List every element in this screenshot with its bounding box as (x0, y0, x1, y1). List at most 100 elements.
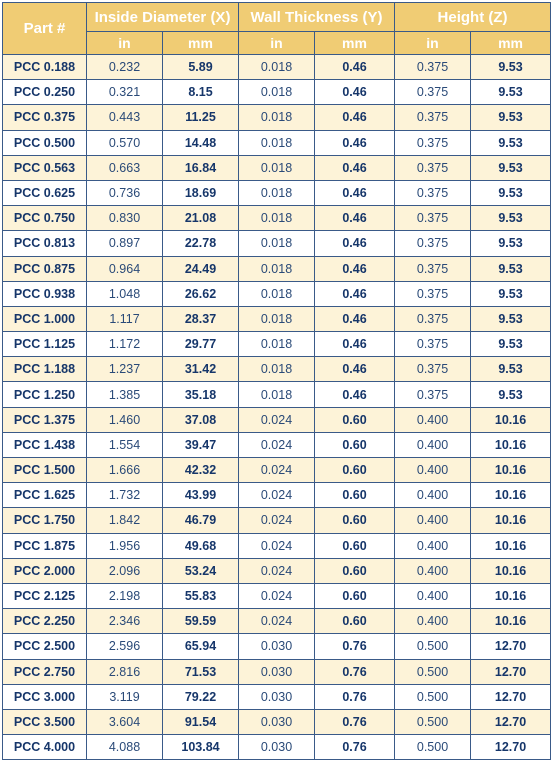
id-mm-cell: 14.48 (162, 129, 239, 156)
height-in-cell: 0.375 (394, 154, 472, 181)
header-unit-row: in mm in mm in mm (3, 31, 552, 55)
height-mm-cell: 9.53 (470, 53, 552, 81)
table-row: PCC 1.750 1.842 46.79 0.024 0.60 0.400 10.16 (2, 507, 552, 534)
height-in-cell: 0.500 (394, 734, 472, 761)
wall-in-cell: 0.018 (238, 331, 315, 358)
height-in-cell: 0.375 (394, 356, 472, 383)
table-row: PCC 4.000 4.088 103.84 0.030 0.76 0.500 12.70 (2, 734, 552, 761)
height-in-cell: 0.375 (394, 53, 472, 81)
height-in-cell: 0.500 (394, 633, 472, 660)
wall-in-cell: 0.024 (238, 582, 315, 610)
id-mm-cell: 21.08 (162, 205, 239, 232)
id-mm-cell: 71.53 (162, 658, 239, 685)
wall-mm-cell: 0.46 (313, 280, 396, 307)
wall-mm-cell: 0.60 (313, 406, 396, 433)
height-in-cell: 0.400 (394, 582, 472, 610)
id-mm-cell: 49.68 (162, 532, 239, 559)
height-mm-cell: 10.16 (470, 482, 552, 509)
id-in-cell: 1.117 (86, 305, 163, 333)
table-body: PCC 0.188 0.232 5.89 0.018 0.46 0.375 9.53 PCC … (2, 53, 552, 761)
wall-in-cell: 0.030 (238, 683, 315, 710)
height-mm-cell: 9.53 (470, 129, 552, 156)
id-mm-cell: 28.37 (162, 305, 239, 333)
wall-in-cell: 0.018 (238, 129, 315, 156)
part-number-cell: PCC 0.375 (2, 104, 87, 131)
id-mm-cell: 24.49 (162, 255, 239, 282)
table-row: PCC 1.250 1.385 35.18 0.018 0.46 0.375 9.53 (2, 381, 552, 408)
wall-mm-cell: 0.60 (313, 507, 396, 534)
wall-mm-cell: 0.76 (313, 683, 396, 710)
id-mm-cell: 37.08 (162, 406, 239, 433)
height-mm-cell: 9.53 (470, 305, 552, 333)
wall-mm-cell: 0.46 (313, 230, 396, 257)
unit-header-id-mm: mm (162, 31, 239, 55)
id-in-cell: 4.088 (86, 734, 163, 761)
part-number-cell: PCC 1.250 (2, 381, 87, 408)
wall-in-cell: 0.018 (238, 280, 315, 307)
height-mm-cell: 10.16 (470, 431, 552, 459)
height-mm-cell: 12.70 (470, 734, 552, 761)
part-number-cell: PCC 1.625 (2, 482, 87, 509)
wall-mm-cell: 0.60 (313, 456, 396, 484)
id-in-cell: 2.096 (86, 557, 163, 584)
wall-mm-cell: 0.46 (313, 154, 396, 181)
table-row: PCC 2.125 2.198 55.83 0.024 0.60 0.400 10.16 (2, 582, 552, 610)
part-number-cell: PCC 2.750 (2, 658, 87, 685)
wall-in-cell: 0.024 (238, 406, 315, 433)
part-number-cell: PCC 1.188 (2, 356, 87, 383)
id-in-cell: 3.604 (86, 708, 163, 736)
height-mm-cell: 9.53 (470, 154, 552, 181)
height-in-cell: 0.500 (394, 658, 472, 685)
id-mm-cell: 26.62 (162, 280, 239, 307)
part-number-cell: PCC 0.750 (2, 205, 87, 232)
wall-mm-cell: 0.46 (313, 129, 396, 156)
table-row: PCC 0.188 0.232 5.89 0.018 0.46 0.375 9.53 (2, 53, 552, 81)
table-row: PCC 2.750 2.816 71.53 0.030 0.76 0.500 12.70 (2, 658, 552, 685)
wall-mm-cell: 0.60 (313, 557, 396, 584)
id-in-cell: 2.198 (86, 582, 163, 610)
height-in-cell: 0.400 (394, 406, 472, 433)
id-in-cell: 1.732 (86, 482, 163, 509)
part-number-cell: PCC 4.000 (2, 734, 87, 761)
table-row: PCC 3.000 3.119 79.22 0.030 0.76 0.500 12.70 (2, 683, 552, 710)
height-in-cell: 0.375 (394, 104, 472, 131)
wall-in-cell: 0.018 (238, 230, 315, 257)
table-row: PCC 2.250 2.346 59.59 0.024 0.60 0.400 10.16 (2, 608, 552, 635)
id-in-cell: 2.816 (86, 658, 163, 685)
wall-mm-cell: 0.46 (313, 255, 396, 282)
height-mm-cell: 10.16 (470, 557, 552, 584)
wall-thickness-header: Wall Thickness (Y) (237, 2, 396, 32)
height-mm-cell: 9.53 (470, 230, 552, 257)
table-row: PCC 1.125 1.172 29.77 0.018 0.46 0.375 9.53 (2, 331, 552, 358)
part-number-cell: PCC 2.500 (2, 633, 87, 660)
id-in-cell: 0.663 (86, 154, 163, 181)
part-number-cell: PCC 0.938 (2, 280, 87, 307)
table-header: Part # Inside Diameter (X) Wall Thicknes… (2, 2, 552, 55)
wall-mm-cell: 0.60 (313, 532, 396, 559)
part-number-header: Part # (2, 2, 87, 55)
height-mm-cell: 12.70 (470, 633, 552, 660)
wall-mm-cell: 0.46 (313, 104, 396, 131)
height-in-cell: 0.400 (394, 482, 472, 509)
wall-in-cell: 0.030 (238, 633, 315, 660)
height-in-cell: 0.375 (394, 280, 472, 307)
table-row: PCC 1.188 1.237 31.42 0.018 0.46 0.375 9.53 (2, 356, 552, 383)
id-mm-cell: 46.79 (162, 507, 239, 534)
wall-mm-cell: 0.60 (313, 582, 396, 610)
table-row: PCC 1.375 1.460 37.08 0.024 0.60 0.400 10.16 (2, 406, 552, 433)
height-in-cell: 0.400 (394, 456, 472, 484)
id-mm-cell: 31.42 (162, 356, 239, 383)
table-row: PCC 0.375 0.443 11.25 0.018 0.46 0.375 9.53 (2, 104, 552, 131)
part-number-cell: PCC 2.250 (2, 608, 87, 635)
wall-in-cell: 0.030 (238, 734, 315, 761)
wall-mm-cell: 0.76 (313, 658, 396, 685)
table-row: PCC 1.500 1.666 42.32 0.024 0.60 0.400 10.16 (2, 456, 552, 484)
wall-mm-cell: 0.46 (313, 331, 396, 358)
height-mm-cell: 9.53 (470, 179, 552, 207)
part-number-cell: PCC 0.875 (2, 255, 87, 282)
part-number-cell: PCC 0.188 (2, 53, 87, 81)
id-mm-cell: 43.99 (162, 482, 239, 509)
height-mm-cell: 12.70 (470, 658, 552, 685)
wall-mm-cell: 0.76 (313, 708, 396, 736)
part-number-cell: PCC 0.563 (2, 154, 87, 181)
